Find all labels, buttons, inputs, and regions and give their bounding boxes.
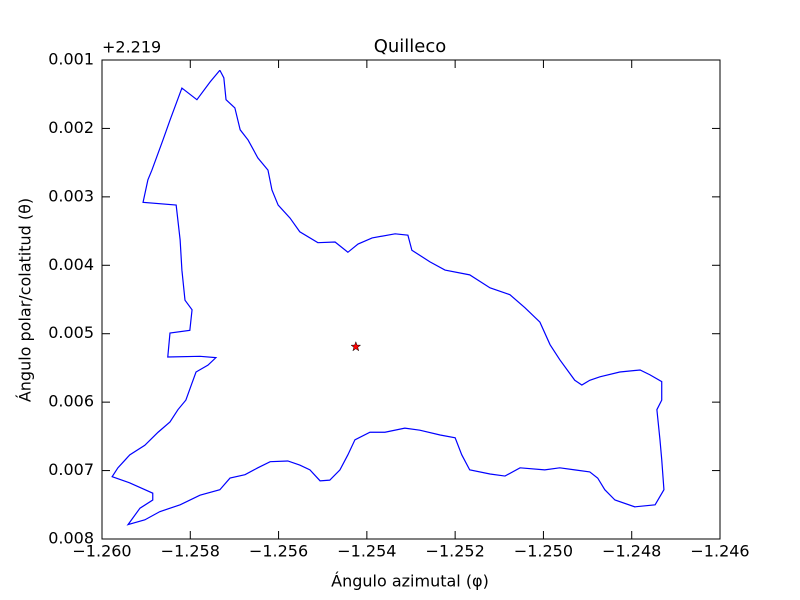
star-marker [350, 340, 362, 352]
plot-frame [101, 59, 721, 540]
x-tick-label: −1.252 [426, 542, 485, 561]
y-tick-label: 0.007 [48, 460, 94, 479]
y-tick-label: 0.005 [48, 323, 94, 342]
x-tick-label: −1.260 [72, 542, 131, 561]
y-tick-label: 0.002 [48, 118, 94, 137]
chart-title: Quilleco [374, 36, 447, 57]
x-axis-label: Ángulo azimutal (φ) [331, 572, 489, 591]
y-tick-label: 0.003 [48, 186, 94, 205]
y-tick-label: 0.008 [48, 529, 94, 548]
y-tick-label: 0.004 [48, 255, 94, 274]
x-tick-label: −1.256 [249, 542, 308, 561]
y-tick-label: 0.001 [48, 50, 94, 69]
x-tick-label: −1.250 [514, 542, 573, 561]
x-tick-label: −1.254 [337, 542, 396, 561]
y-tick-label: 0.006 [48, 392, 94, 411]
x-tick-label: −1.248 [602, 542, 661, 561]
y-axis-label: Ángulo polar/colatitud (θ) [16, 198, 35, 402]
y-offset-label: +2.219 [102, 38, 161, 57]
x-tick-label: −1.258 [161, 542, 220, 561]
x-tick-label: −1.246 [690, 542, 749, 561]
boundary-line [111, 69, 665, 526]
